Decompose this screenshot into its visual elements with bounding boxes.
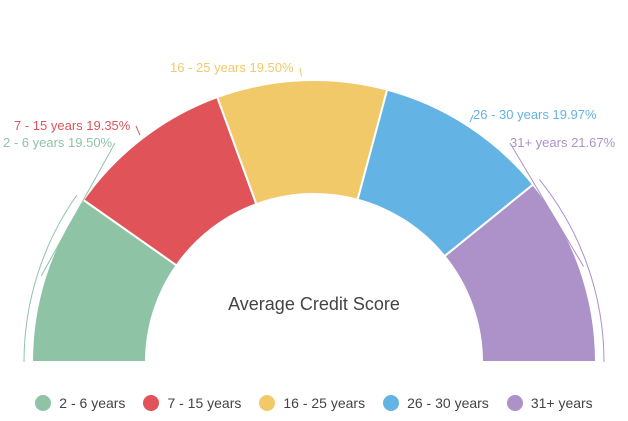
- legend-item-2[interactable]: 7 - 15 years: [143, 395, 241, 411]
- legend-swatch: [35, 395, 52, 411]
- legend-label: 7 - 15 years: [167, 395, 242, 411]
- legend-label: 31+ years: [530, 395, 593, 411]
- semi-donut-chart: 2 - 6 years 19.50% 7 - 15 years 19.35% 16 …: [3, 60, 616, 363]
- legend-label: 16 - 25 years: [283, 395, 366, 411]
- slice-label-3: 16 - 25 years 19.50%: [170, 60, 294, 75]
- legend-item-1[interactable]: 2 - 6 years: [35, 395, 125, 411]
- legend-label: 2 - 6 years: [59, 395, 126, 411]
- leader-line-5: [509, 142, 585, 267]
- legend-item-5[interactable]: 31+ years: [506, 395, 593, 411]
- slice-5[interactable]: [443, 183, 598, 363]
- leader-line-1: [40, 142, 116, 276]
- slice-bracket-1: [23, 194, 78, 363]
- slice-label-5: 31+ years 21.67%: [510, 135, 616, 150]
- slice-bracket-5: [538, 179, 605, 363]
- leader-line-2: [135, 125, 141, 136]
- slice-label-4: 26 - 30 years 19.97%: [473, 107, 597, 122]
- chart-legend: 2 - 6 years 7 - 15 years 16 - 25 years 26 -…: [0, 395, 628, 411]
- legend-swatch: [143, 395, 160, 411]
- legend-item-4[interactable]: 26 - 30 years: [383, 395, 489, 411]
- legend-swatch: [259, 395, 276, 411]
- leader-line-4: [469, 114, 474, 123]
- slice-label-1: 2 - 6 years 19.50%: [3, 135, 113, 150]
- slice-label-2: 7 - 15 years 19.35%: [14, 118, 131, 133]
- legend-swatch: [506, 395, 523, 411]
- label-leaders: [23, 67, 605, 363]
- legend-label: 26 - 30 years: [407, 395, 489, 411]
- legend-item-3[interactable]: 16 - 25 years: [259, 395, 365, 411]
- chart-slices: [30, 79, 598, 363]
- legend-swatch: [383, 395, 400, 411]
- chart-title: Average Credit Score: [228, 294, 400, 314]
- slice-labels: 2 - 6 years 19.50% 7 - 15 years 19.35% 16 …: [3, 60, 616, 150]
- leader-line-3: [299, 67, 302, 77]
